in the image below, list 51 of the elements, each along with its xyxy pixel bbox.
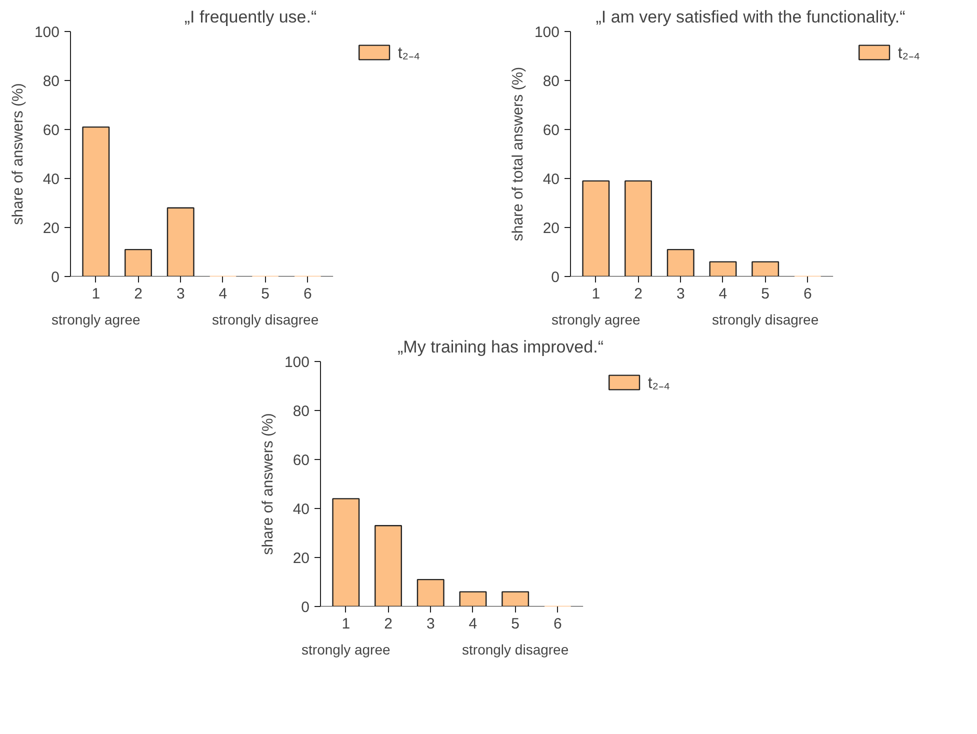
y-tick-label: 20 [292, 550, 310, 567]
x-tick-label: 4 [468, 616, 478, 632]
legend-label: t₂₋₄ [648, 374, 670, 393]
text: strongly disagree [212, 312, 319, 328]
y-tick-label: 80 [42, 73, 60, 90]
text: strongly disagree [712, 312, 819, 328]
y-tick-label: 100 [284, 354, 310, 371]
y-tick-label: 0 [301, 599, 310, 616]
x-tick-label: 2 [134, 286, 142, 302]
y-tick-label: 0 [551, 269, 560, 286]
chart-title: „I frequently use.“ [184, 8, 317, 26]
y-tick-label: 60 [42, 122, 60, 139]
chart-title: „My training has improved.“ [398, 338, 604, 356]
x-tick-label: 5 [261, 286, 270, 302]
y-tick-label: 40 [292, 501, 310, 518]
x-tick-label: 4 [718, 286, 728, 302]
x-tick-label: 1 [592, 286, 600, 302]
x-tick-label: 2 [384, 616, 392, 632]
x-tick-label: 3 [426, 616, 435, 632]
y-tick-label: 100 [34, 24, 60, 41]
y-axis-title: share of total answers (%) [509, 66, 526, 242]
y-tick-label: 80 [292, 403, 310, 420]
x-tick-label: 5 [761, 286, 770, 302]
y-tick-label: 0 [51, 269, 60, 286]
y-tick-label: 60 [292, 452, 310, 469]
y-tick-label: 60 [542, 122, 560, 139]
text: strongly agree [52, 312, 140, 328]
y-axis-title: share of answers (%) [259, 413, 276, 555]
x-tick-label: 6 [554, 616, 562, 632]
y-tick-label: 80 [542, 73, 560, 90]
y-axis-title: share of answers (%) [9, 83, 26, 225]
x-tick-label: 5 [511, 616, 520, 632]
y-tick-label: 20 [542, 220, 560, 237]
y-tick-label: 20 [42, 220, 60, 237]
x-tick-label: 1 [92, 286, 100, 302]
y-tick-label: 40 [42, 171, 60, 188]
x-tick-label: 3 [176, 286, 185, 302]
x-tick-label: 6 [804, 286, 812, 302]
x-tick-label: 4 [218, 286, 228, 302]
x-tick-label: 1 [342, 616, 350, 632]
text: strongly agree [302, 642, 390, 658]
y-tick-label: 100 [534, 24, 560, 41]
legend-label: t₂₋₄ [898, 44, 920, 63]
chart-title: „I am very satisfied with the functionality.“ [596, 8, 906, 26]
x-tick-label: 2 [634, 286, 642, 302]
y-tick-label: 40 [542, 171, 560, 188]
text: strongly disagree [462, 642, 569, 658]
legend-label: t₂₋₄ [398, 44, 420, 63]
x-tick-label: 3 [676, 286, 685, 302]
text: strongly agree [552, 312, 640, 328]
x-tick-label: 6 [304, 286, 312, 302]
